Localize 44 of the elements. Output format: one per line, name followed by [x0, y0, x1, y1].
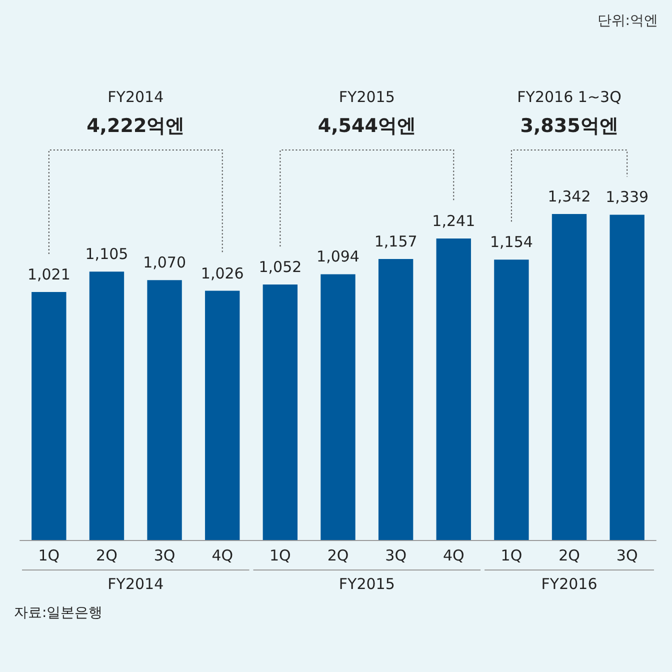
- x-tick-label: 1Q: [270, 546, 291, 564]
- x-tick-label: 3Q: [616, 546, 638, 564]
- data-label: 1,157: [374, 232, 418, 250]
- x-tick-label: 4Q: [442, 546, 464, 564]
- data-label: 1,026: [200, 264, 244, 282]
- x-tick-label: 4Q: [212, 546, 234, 564]
- bar: [320, 274, 356, 540]
- bar: [552, 214, 587, 540]
- data-label: 1,021: [27, 265, 70, 284]
- x-tick-label: 2Q: [327, 546, 349, 564]
- x-tick-label: 1Q: [38, 546, 60, 564]
- text: FY2014: [108, 575, 164, 593]
- x-tick-label: 1Q: [500, 546, 522, 564]
- text: FY2015: [338, 88, 395, 106]
- bar: [205, 290, 240, 540]
- text: FY2015: [338, 575, 395, 593]
- text: FY2014: [108, 88, 164, 106]
- data-label: 1,154: [490, 233, 533, 252]
- bar: [378, 258, 414, 540]
- data-label: 1,342: [548, 188, 591, 206]
- bar: [610, 214, 644, 540]
- data-label: 1,094: [316, 248, 360, 266]
- data-label: 1,241: [432, 212, 476, 230]
- text: 3,835억엔: [520, 115, 618, 137]
- text: FY2016: [541, 575, 598, 593]
- bar: [436, 238, 471, 540]
- text: 자료:일본은행: [14, 605, 103, 621]
- bar: [89, 272, 124, 540]
- text: FY2016 1~3Q: [517, 88, 622, 106]
- bar: [32, 292, 66, 540]
- data-label: 1,052: [258, 258, 302, 276]
- bar: [262, 284, 298, 540]
- x-tick-label: 2Q: [558, 546, 580, 564]
- data-label: 1,105: [85, 245, 128, 264]
- data-label: 1,070: [143, 254, 186, 272]
- x-tick-label: 3Q: [385, 546, 406, 564]
- x-tick-label: 2Q: [96, 546, 118, 564]
- x-tick-label: 3Q: [154, 546, 176, 564]
- text: 4,544억엔: [318, 115, 416, 137]
- bar: [494, 260, 529, 540]
- data-label: 1,339: [606, 188, 649, 206]
- text: 4,222억엔: [86, 115, 185, 137]
- text: 단위:억엔: [597, 13, 658, 29]
- bar: [147, 280, 182, 540]
